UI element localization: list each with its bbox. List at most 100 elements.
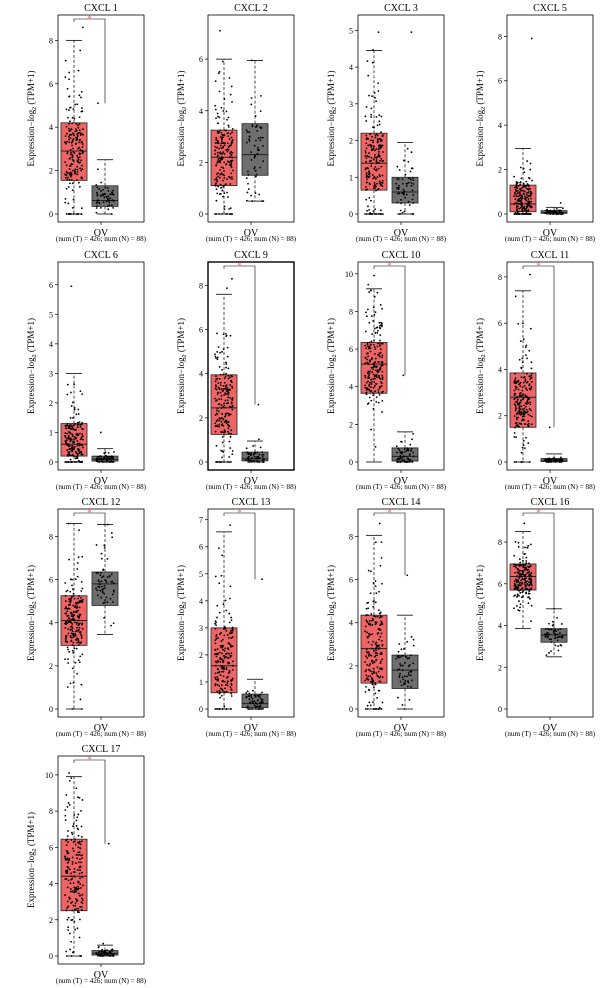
data-point (520, 451, 523, 454)
data-point (109, 458, 112, 461)
data-point (528, 566, 531, 568)
data-point (80, 835, 83, 838)
data-point (529, 573, 532, 575)
y-axis-label-unit: (TPM+1) (26, 318, 36, 354)
data-point (403, 675, 406, 678)
data-point (514, 188, 517, 191)
data-point (222, 654, 225, 657)
data-point (214, 678, 217, 681)
data-point (81, 899, 84, 902)
data-point (375, 160, 378, 163)
data-point (524, 378, 527, 381)
data-point (216, 358, 219, 361)
data-point (523, 190, 526, 193)
data-point (95, 191, 98, 194)
chart-title: CXCL 14 (382, 497, 421, 508)
data-point (364, 376, 367, 379)
data-point (75, 461, 78, 463)
y-tick-label: 0 (498, 210, 502, 219)
data-point (372, 640, 375, 643)
y-axis-label: Expression−log2 (TPM+1) (475, 318, 487, 414)
data-point (223, 381, 226, 384)
data-point (412, 183, 415, 185)
data-point (218, 692, 221, 695)
y-tick-label: 3 (199, 624, 203, 633)
data-point (112, 589, 115, 592)
data-point (68, 600, 71, 603)
data-point (514, 405, 517, 408)
data-point (370, 383, 373, 385)
y-axis-label-unit: (TPM+1) (475, 318, 485, 354)
data-point (364, 384, 367, 387)
data-point (99, 589, 102, 592)
y-axis-label-main: Expression−log (326, 604, 336, 661)
data-point (513, 582, 516, 585)
data-point (253, 166, 256, 168)
data-point (75, 611, 78, 614)
data-point (229, 177, 232, 179)
data-point (370, 613, 373, 615)
data-point (69, 636, 72, 639)
data-point (381, 643, 384, 646)
data-point (64, 135, 67, 138)
data-point (380, 653, 383, 656)
y-tick-label: 8 (349, 307, 353, 316)
data-point (374, 642, 377, 645)
data-point (527, 202, 529, 204)
data-point (368, 701, 371, 704)
data-point (368, 94, 370, 97)
data-point (231, 156, 234, 159)
data-point (374, 390, 377, 393)
data-point (399, 664, 402, 667)
data-point (64, 627, 67, 629)
y-tick-label: 4 (199, 107, 203, 116)
data-point (80, 840, 83, 843)
data-point (79, 886, 82, 889)
data-point (104, 451, 107, 454)
y-tick-label: 5 (49, 310, 53, 319)
data-point (559, 201, 562, 204)
y-tick-label: 2 (498, 412, 502, 421)
data-point (66, 140, 69, 143)
data-point (79, 869, 81, 872)
data-point (381, 378, 384, 381)
data-point (375, 169, 377, 172)
data-point (72, 416, 74, 419)
data-point (225, 363, 228, 365)
data-point (373, 377, 376, 380)
data-point (214, 149, 217, 152)
y-axis-label-unit: (TPM+1) (26, 812, 36, 848)
data-point (106, 459, 109, 462)
data-point (74, 578, 77, 580)
y-tick-label: 8 (49, 532, 53, 541)
data-point (77, 846, 80, 849)
data-point (376, 666, 379, 669)
data-point (375, 189, 377, 192)
data-point (76, 444, 79, 447)
data-point (519, 340, 522, 343)
data-point (76, 568, 79, 570)
data-point (528, 590, 531, 593)
data-point (222, 405, 225, 408)
data-point (514, 372, 517, 375)
data-point (524, 423, 526, 425)
data-point (529, 327, 532, 330)
data-point (372, 177, 375, 180)
data-point (374, 601, 377, 604)
data-point (550, 650, 552, 653)
data-point (73, 383, 76, 386)
data-point (520, 177, 523, 180)
data-point (529, 543, 532, 546)
data-point (381, 399, 384, 402)
data-point (70, 213, 72, 215)
data-point (230, 406, 233, 409)
data-point (223, 208, 226, 211)
data-point (519, 411, 521, 414)
data-point (370, 289, 373, 292)
data-point (214, 430, 217, 433)
data-point (521, 357, 524, 360)
data-point (227, 637, 230, 639)
data-point (409, 170, 412, 173)
data-point (519, 191, 521, 193)
